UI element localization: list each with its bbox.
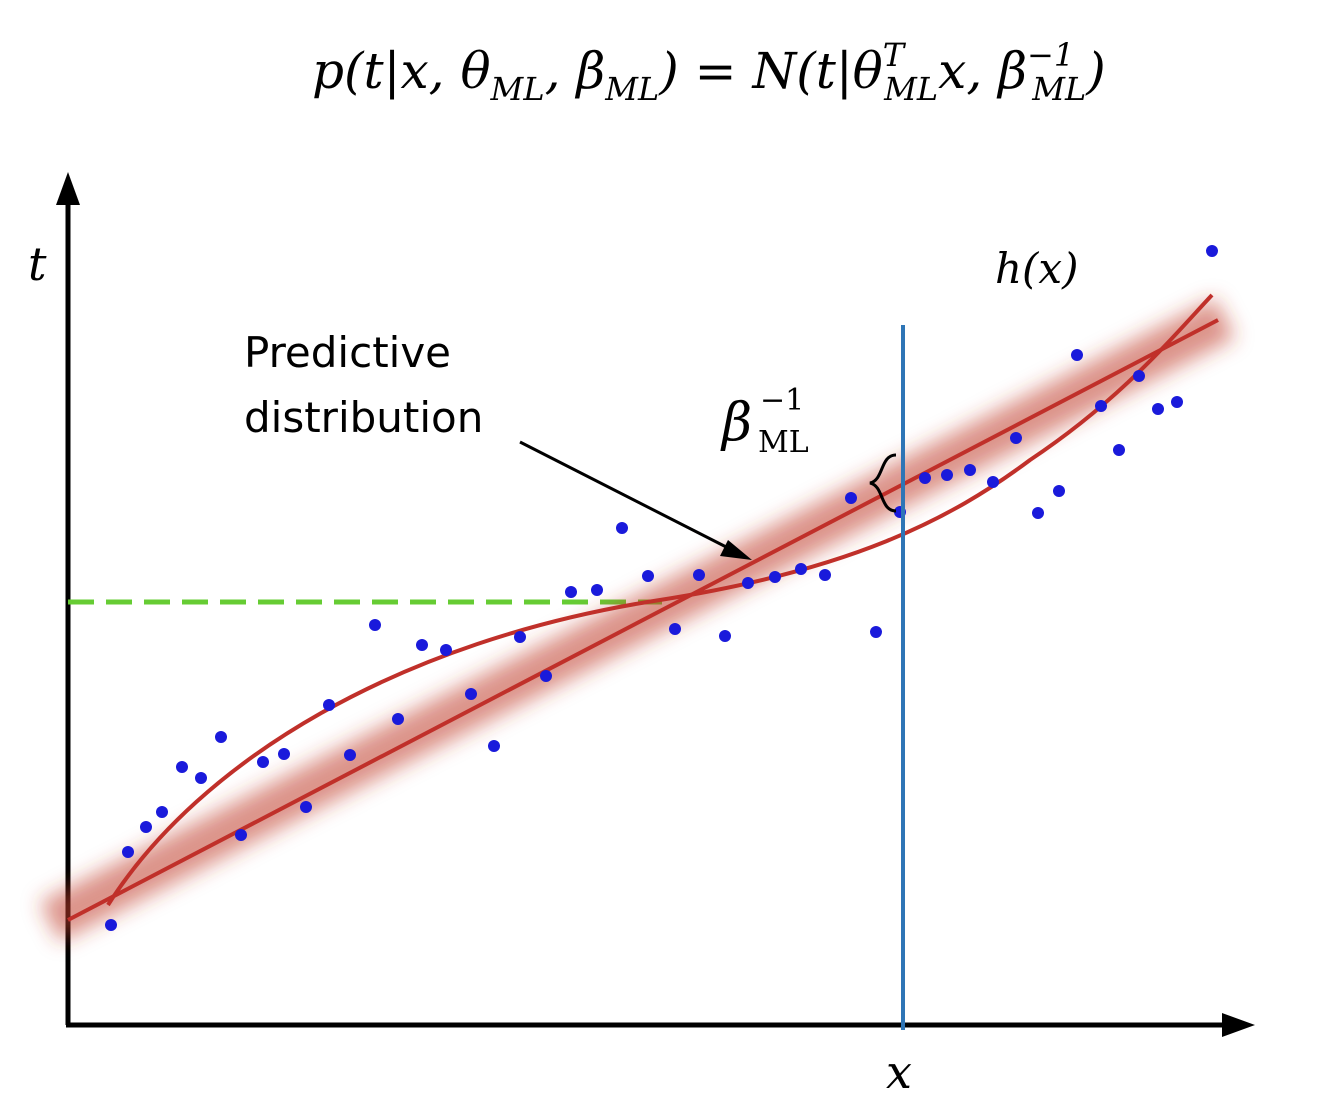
data-point	[1113, 444, 1125, 456]
data-point	[1095, 400, 1107, 412]
data-point	[693, 569, 705, 581]
y-label: t	[28, 237, 47, 291]
annotation-line: Predictive	[244, 328, 451, 377]
arrowhead	[720, 540, 752, 560]
data-point	[105, 919, 117, 931]
data-point	[1171, 396, 1183, 408]
data-point	[140, 821, 152, 833]
curve	[106, 293, 1214, 907]
data-point	[1152, 403, 1164, 415]
data-point	[122, 846, 134, 858]
data-point	[215, 731, 227, 743]
annotation-arrow	[519, 440, 739, 555]
data-point	[488, 740, 500, 752]
data-point	[1206, 245, 1218, 257]
data-point	[964, 464, 976, 476]
x-label: x	[886, 1045, 912, 1099]
data-point	[369, 619, 381, 631]
data-point	[235, 829, 247, 841]
beta-symbol: β	[720, 393, 752, 453]
data-point	[1032, 507, 1044, 519]
regression-line	[67, 318, 1219, 922]
formula: p(t|x, θML, βML) = N(t|θT MLx, β−1 ML)	[312, 36, 1106, 108]
annotation-line: distribution	[244, 393, 483, 442]
brace	[869, 453, 897, 513]
data-point	[278, 748, 290, 760]
data-point	[616, 522, 628, 534]
curve-label: h(x)	[995, 244, 1079, 293]
data-points	[105, 245, 1218, 931]
data-point	[795, 563, 807, 575]
data-point	[465, 688, 477, 700]
data-point	[769, 571, 781, 583]
data-point	[195, 772, 207, 784]
data-point	[987, 476, 999, 488]
data-point	[1071, 349, 1083, 361]
x-arrow	[1222, 1013, 1255, 1037]
data-point	[392, 713, 404, 725]
data-point	[819, 569, 831, 581]
beta-subscript: ML	[758, 425, 809, 460]
data-point	[642, 570, 654, 582]
data-point	[669, 623, 681, 635]
data-point	[565, 586, 577, 598]
data-point	[742, 577, 754, 589]
beta-superscript: −1	[760, 383, 804, 418]
data-point	[176, 761, 188, 773]
data-point	[941, 469, 953, 481]
data-point	[1010, 432, 1022, 444]
data-point	[440, 644, 452, 656]
data-point	[257, 756, 269, 768]
data-point	[919, 472, 931, 484]
data-point	[514, 631, 526, 643]
data-point	[156, 806, 168, 818]
data-point	[323, 699, 335, 711]
data-point	[1053, 485, 1065, 497]
data-point	[300, 801, 312, 813]
data-point	[845, 492, 857, 504]
data-point	[416, 639, 428, 651]
data-point	[1133, 370, 1145, 382]
data-point	[540, 670, 552, 682]
data-point	[719, 630, 731, 642]
data-point	[591, 584, 603, 596]
data-point	[870, 626, 882, 638]
data-point	[344, 749, 356, 761]
y-arrow	[56, 172, 80, 205]
